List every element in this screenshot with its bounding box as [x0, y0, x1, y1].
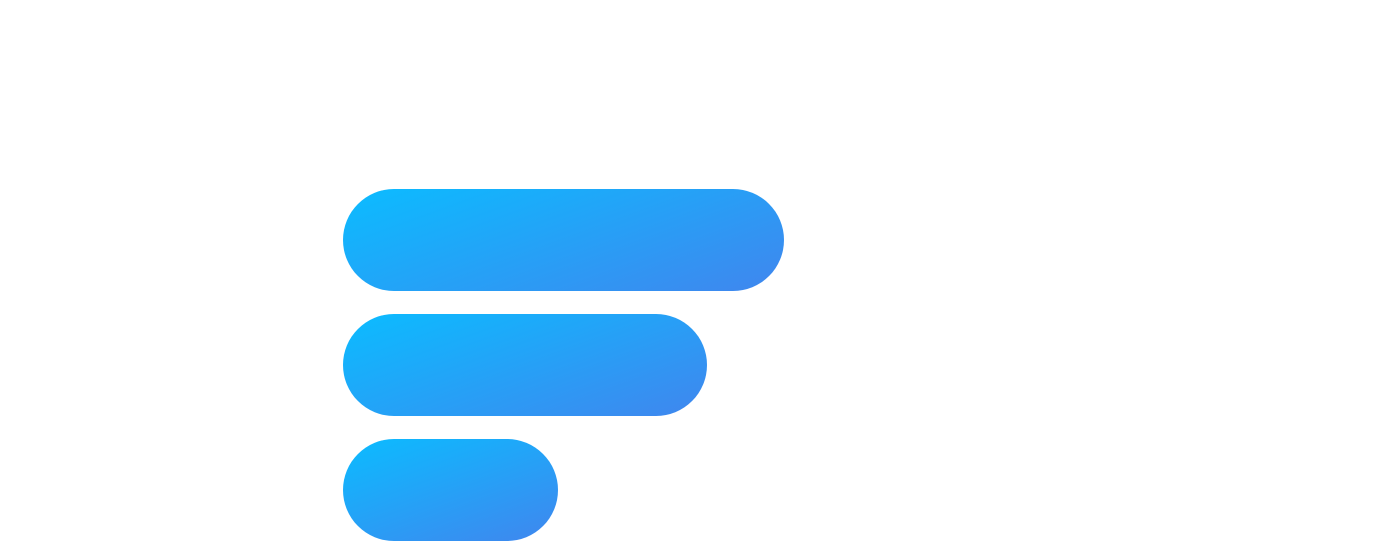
logo-bar-middle — [343, 314, 707, 416]
logo-bar-bottom — [343, 439, 558, 541]
logo-bar-top — [343, 189, 784, 291]
